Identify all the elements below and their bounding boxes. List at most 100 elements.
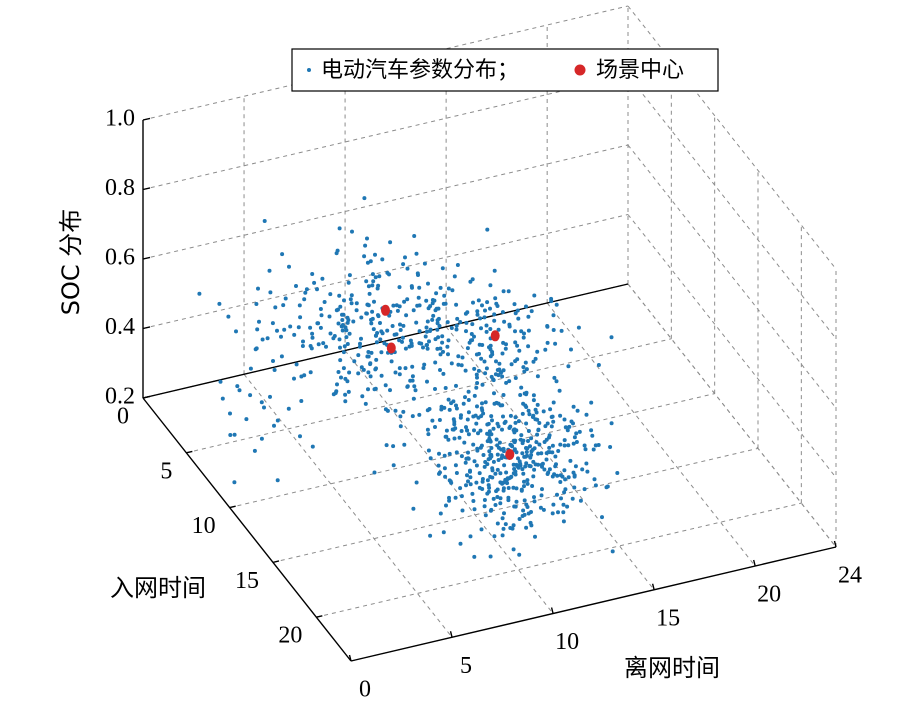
ev-data-point: [402, 299, 407, 304]
ev-data-point: [501, 446, 506, 451]
ev-data-point: [551, 313, 556, 318]
ev-data-point: [404, 313, 409, 318]
ev-data-point: [520, 467, 525, 472]
floor-grid-line: [229, 393, 715, 509]
ev-data-point: [562, 417, 567, 422]
ev-data-point: [403, 346, 408, 351]
ev-data-point: [228, 433, 233, 437]
ev-data-point: [480, 401, 484, 406]
ev-data-point: [244, 417, 249, 422]
legend-marker-ev: [307, 68, 311, 72]
ev-data-point: [336, 321, 341, 326]
ev-data-point: [346, 389, 351, 394]
ev-data-point: [282, 327, 287, 332]
ev-data-point: [441, 349, 445, 354]
ev-data-point: [547, 435, 551, 440]
ev-data-point: [346, 280, 351, 285]
ev-data-point: [359, 336, 363, 341]
ev-data-point: [359, 365, 364, 370]
ev-data-point: [425, 427, 430, 432]
ev-data-point: [497, 440, 502, 445]
ev-data-point: [585, 469, 590, 474]
y-tick-mark: [142, 395, 150, 399]
ev-data-point: [555, 473, 560, 478]
ev-data-point: [450, 288, 455, 293]
ev-data-point: [533, 407, 538, 412]
ev-data-point: [531, 474, 536, 479]
ev-data-point: [398, 414, 403, 419]
x-tick-label: 20: [757, 582, 781, 608]
ev-data-point: [517, 552, 522, 557]
ev-data-point: [566, 364, 571, 369]
ev-data-point: [298, 434, 302, 439]
ev-data-point: [337, 293, 342, 298]
ev-data-point: [566, 475, 571, 480]
ev-data-point: [372, 387, 377, 392]
ev-data-point: [604, 485, 609, 490]
axes: [142, 117, 837, 662]
ev-data-point: [356, 371, 361, 376]
floor-grid-line: [445, 326, 655, 591]
ev-data-point: [439, 404, 444, 409]
ev-data-point: [502, 511, 506, 516]
ev-data-point: [478, 316, 483, 321]
ev-data-point: [578, 498, 583, 503]
scenario-center-point: [381, 304, 390, 316]
ev-data-point: [480, 382, 485, 387]
ev-data-point: [366, 350, 371, 354]
ev-data-point: [461, 401, 466, 406]
ev-data-point: [513, 420, 518, 425]
side-wall-grid-line: [627, 144, 837, 409]
x-tick-mark: [449, 631, 453, 638]
ev-data-point: [504, 380, 509, 385]
ev-data-point: [460, 355, 465, 360]
ev-data-point: [470, 322, 475, 327]
ev-data-point: [499, 456, 504, 460]
ev-data-point: [514, 499, 519, 504]
ev-data-point: [514, 462, 519, 467]
ev-data-point: [510, 444, 515, 449]
ev-data-point: [550, 414, 555, 419]
ev-data-point: [506, 486, 511, 490]
ev-data-point: [547, 450, 552, 455]
ev-data-point: [446, 286, 451, 291]
ev-data-point: [529, 453, 534, 457]
ev-data-point: [466, 450, 470, 455]
ev-data-point: [454, 471, 459, 475]
ev-data-point: [485, 491, 490, 496]
ev-data-point: [378, 321, 382, 325]
ev-data-point: [257, 319, 261, 324]
ev-data-point: [425, 408, 430, 413]
ev-data-point: [409, 284, 414, 289]
ev-data-point: [342, 298, 346, 303]
ev-data-point: [354, 308, 359, 313]
ev-data-point: [442, 293, 447, 298]
ev-data-point: [275, 478, 280, 483]
ev-data-point: [525, 478, 530, 483]
ev-data-point: [475, 404, 479, 409]
ev-data-point: [345, 315, 350, 320]
ev-data-point: [267, 268, 272, 273]
ev-data-point: [513, 504, 518, 509]
floor-grid-line: [546, 302, 756, 567]
ev-data-point: [541, 409, 546, 414]
ev-data-point: [521, 471, 526, 476]
ev-data-point: [532, 495, 536, 500]
ev-data-point: [532, 467, 537, 472]
ev-data-point: [446, 437, 451, 442]
ev-data-point: [485, 431, 490, 436]
ev-data-point: [370, 309, 375, 314]
ev-data-point: [571, 470, 576, 475]
x-tick-mark: [348, 654, 352, 662]
ev-data-point: [561, 502, 566, 507]
ev-data-point: [464, 425, 468, 430]
ev-data-point: [538, 505, 543, 510]
ev-data-point: [539, 493, 544, 498]
ev-data-point: [474, 480, 479, 485]
ev-data-point: [508, 424, 513, 429]
ev-data-point: [615, 471, 620, 475]
floor-grid-line: [186, 338, 672, 454]
y-axis-line: [142, 397, 352, 662]
ev-data-point: [470, 277, 475, 282]
